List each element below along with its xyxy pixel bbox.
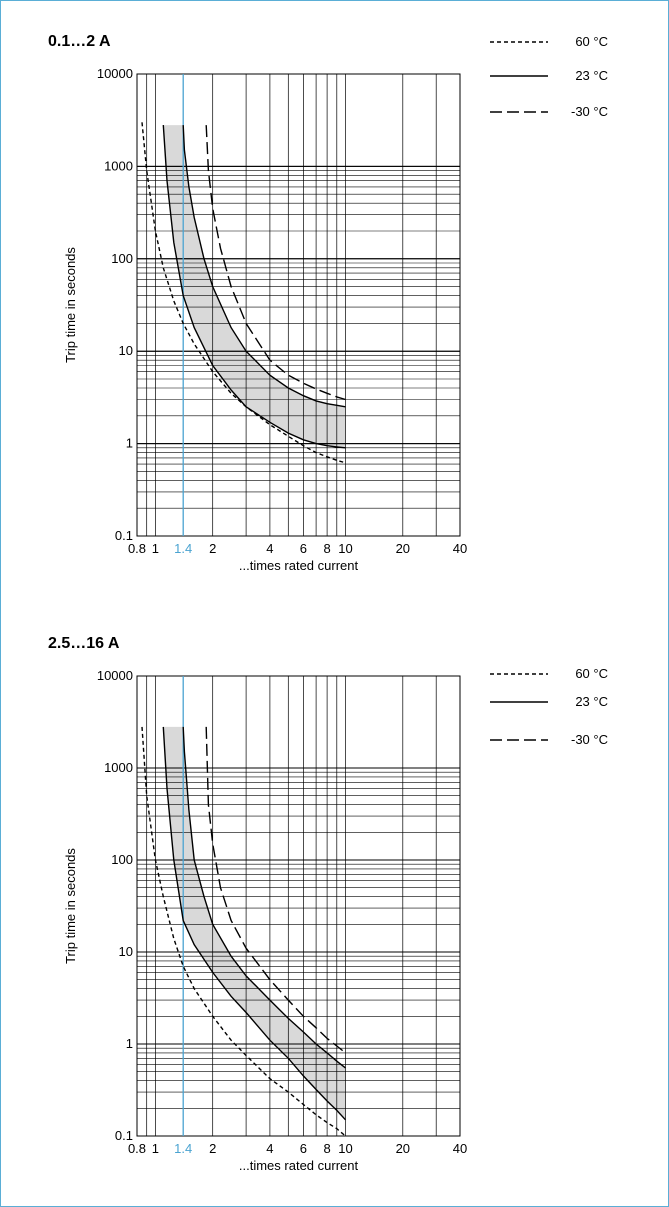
x-tick-label: 20 [396, 1141, 410, 1156]
legend-label: 23 °C [575, 68, 608, 83]
series-line-solid [162, 726, 347, 1121]
legend-label: 23 °C [575, 694, 608, 709]
x-tick-label-highlight: 1.4 [174, 541, 192, 556]
chart-title: 0.1…2 A [48, 33, 111, 50]
legend-label: 60 °C [575, 666, 608, 681]
x-tick-label: 40 [453, 1141, 467, 1156]
y-tick-label: 1000 [104, 158, 133, 173]
y-tick-label: 10 [119, 944, 133, 959]
y-tick-label: 0.1 [115, 528, 133, 543]
grid-lines [136, 73, 461, 537]
legend-label: 60 °C [575, 34, 608, 49]
grid-lines [136, 675, 461, 1137]
series-line-solid [182, 125, 346, 408]
y-tick-label: 100 [111, 251, 133, 266]
series-line-dotted [141, 122, 346, 464]
series-line-solid [182, 726, 346, 1069]
chart-panel-1: 0.1…2 A 0.1 1 10 100 1000 10000 0.8 1 1.4 2 4 6 8 10 20… [48, 33, 608, 573]
plot-border [136, 73, 461, 537]
chart-panel-2: 2.5…16 A 0.1 1 10 100 1000 10000 0.8 1 1.4 2 4 6 8 10 2… [48, 635, 608, 1173]
x-tick-label: 10 [338, 1141, 352, 1156]
x-tick-label: 1 [152, 1141, 159, 1156]
series-line-dashdot [205, 726, 346, 1054]
x-tick-label: 20 [396, 541, 410, 556]
legend-label: -30 °C [571, 104, 608, 119]
x-tick-label: 10 [338, 541, 352, 556]
plot-border [136, 675, 461, 1137]
legend-label: -30 °C [571, 732, 608, 747]
x-tick-label: 4 [266, 1141, 273, 1156]
x-tick-label: 8 [323, 541, 330, 556]
series-line-dashdot [205, 125, 346, 401]
x-tick-label: 40 [453, 541, 467, 556]
y-tick-label: 1 [126, 436, 133, 451]
y-tick-label: 1 [126, 1036, 133, 1051]
tripping-band [163, 726, 346, 1120]
y-tick-label: 10 [119, 343, 133, 358]
chart-title: 2.5…16 A [48, 635, 120, 652]
x-tick-label: 6 [300, 541, 307, 556]
x-tick-label: 4 [266, 541, 273, 556]
y-axis-label: Trip time in seconds [63, 247, 78, 363]
y-axis-label: Trip time in seconds [63, 848, 78, 964]
series-line-dotted [141, 726, 346, 1137]
x-axis-label: ...times rated current [239, 558, 359, 573]
x-tick-label-highlight: 1.4 [174, 1141, 192, 1156]
y-tick-label: 1000 [104, 760, 133, 775]
x-tick-label: 0.8 [128, 1141, 146, 1156]
x-tick-label: 6 [300, 1141, 307, 1156]
x-tick-label: 8 [323, 1141, 330, 1156]
series-line-solid [162, 125, 346, 449]
x-tick-label: 2 [209, 541, 216, 556]
y-tick-label: 10000 [97, 668, 133, 683]
y-tick-label: 100 [111, 852, 133, 867]
y-tick-label: 0.1 [115, 1128, 133, 1143]
x-tick-label: 1 [152, 541, 159, 556]
x-axis-label: ...times rated current [239, 1158, 359, 1173]
x-tick-label: 0.8 [128, 541, 146, 556]
x-tick-label: 2 [209, 1141, 216, 1156]
y-tick-label: 10000 [97, 66, 133, 81]
